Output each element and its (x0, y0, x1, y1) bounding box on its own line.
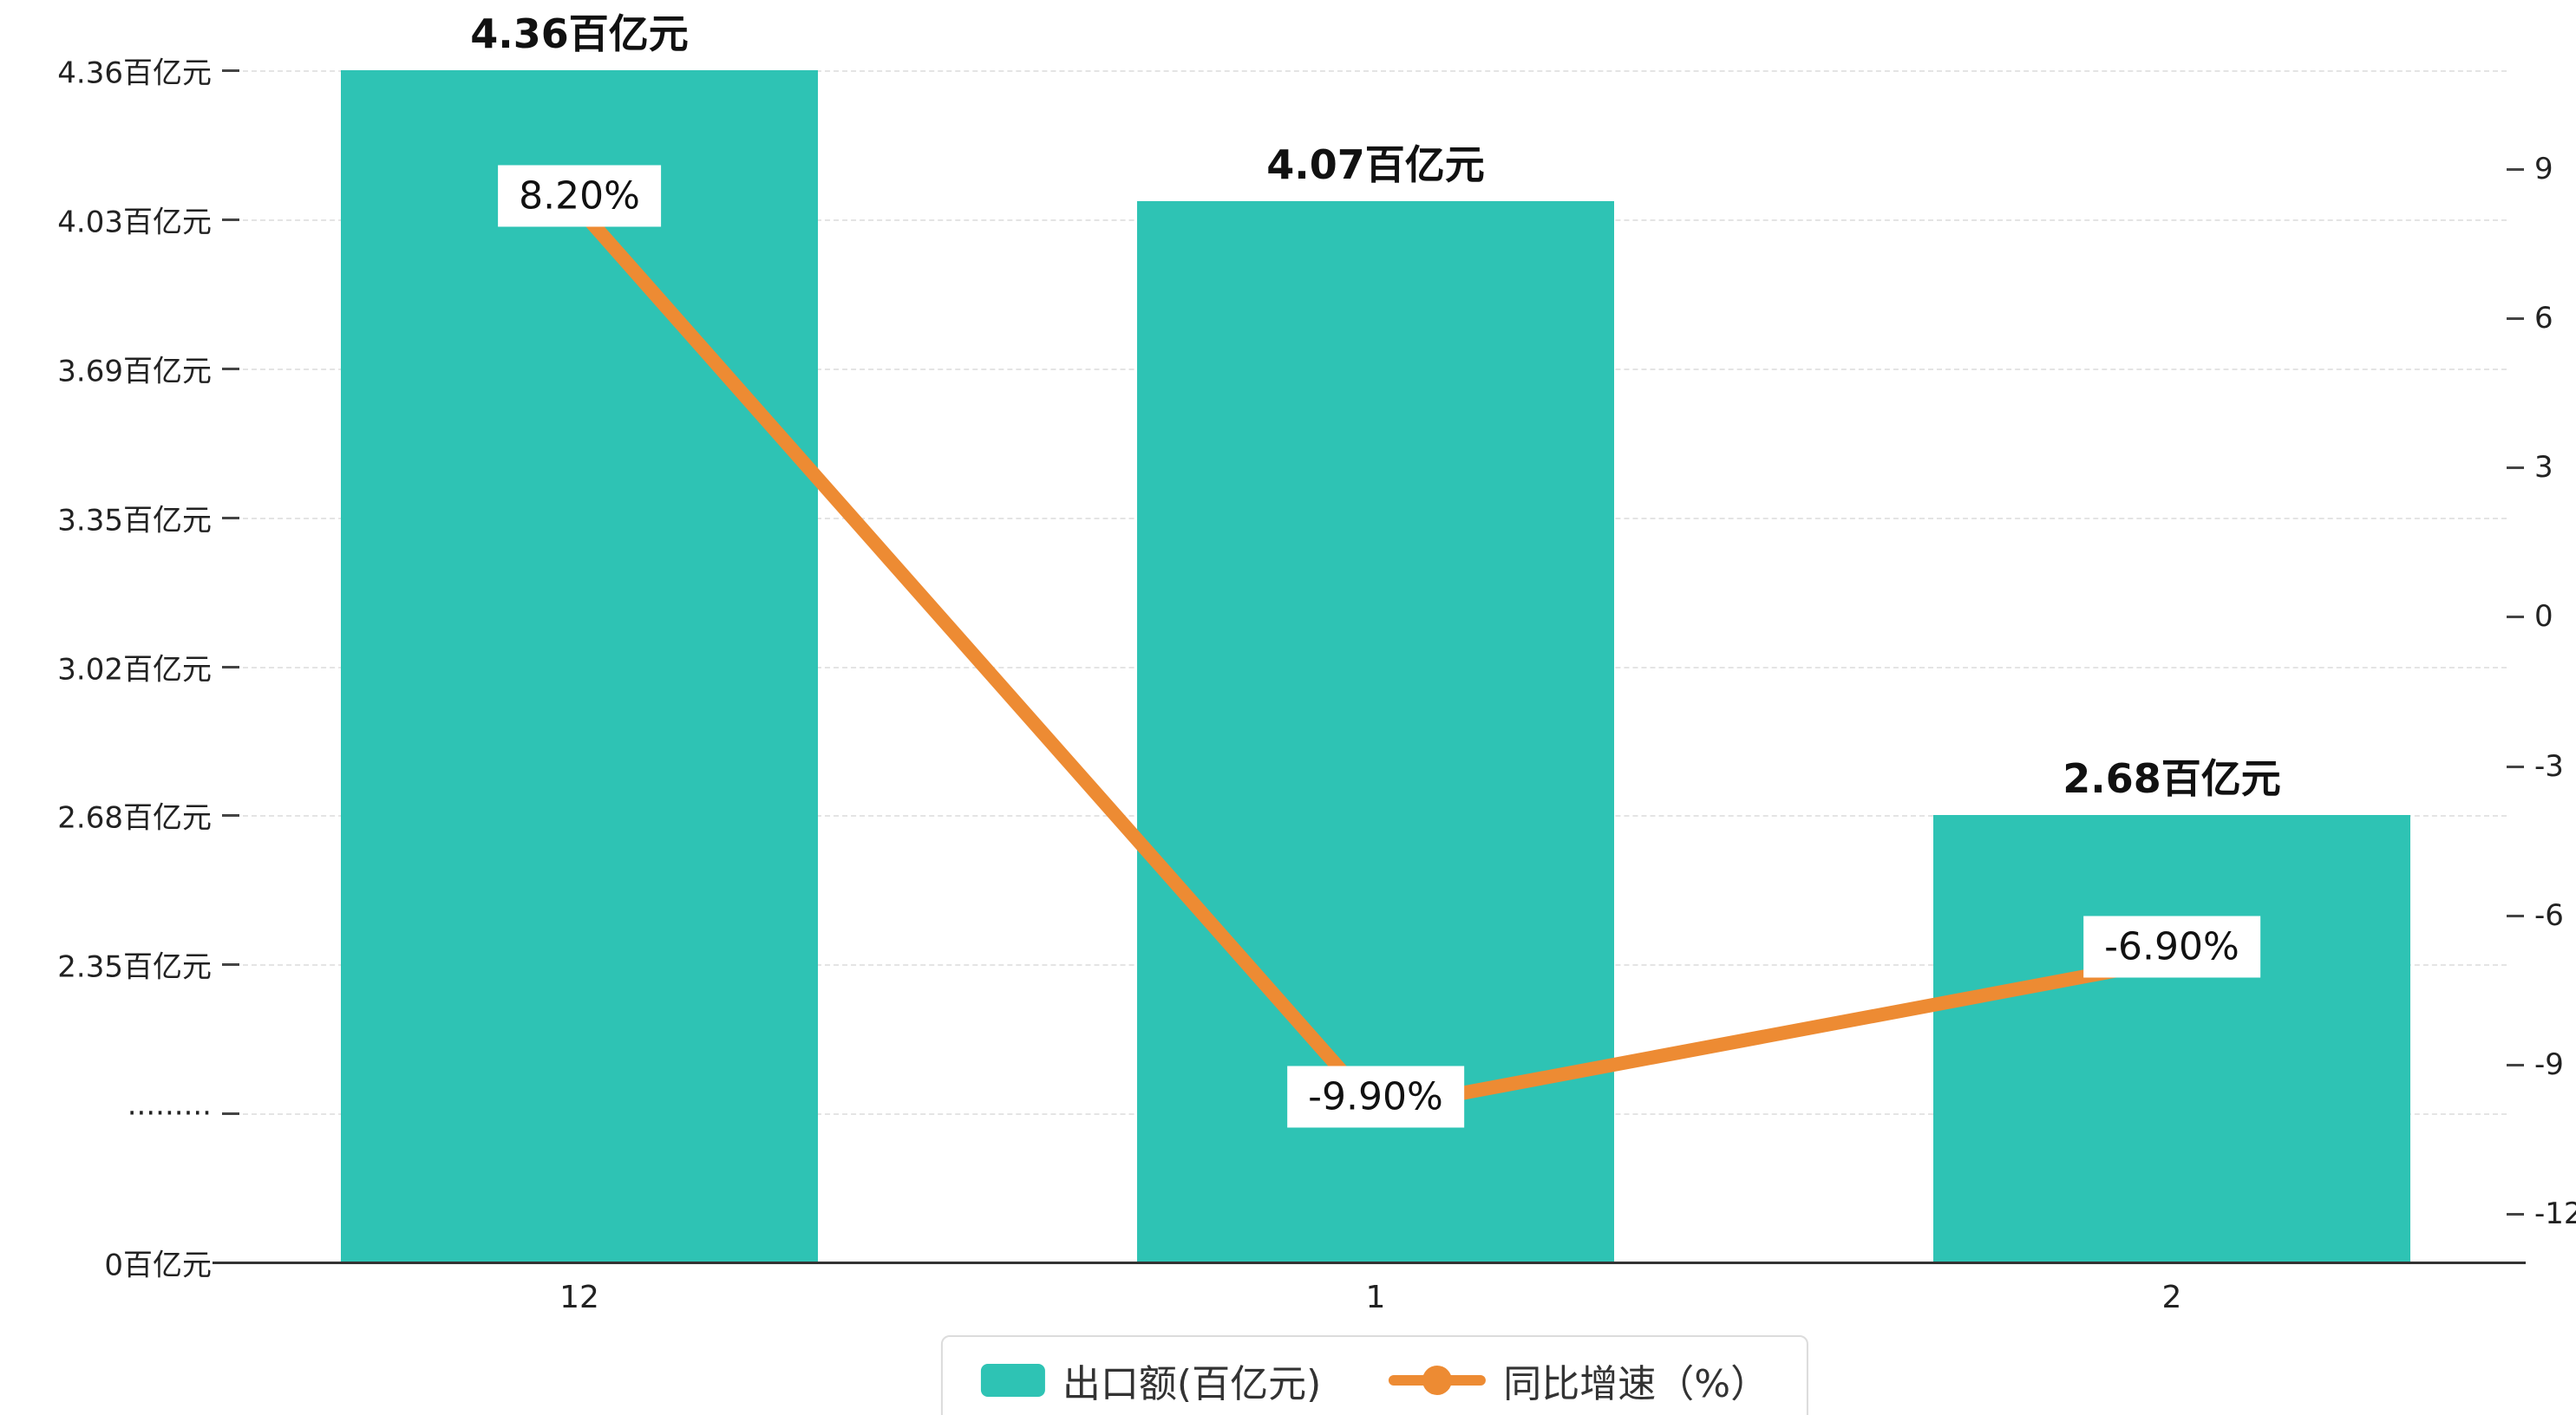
right-axis-tick (2507, 765, 2524, 768)
line-value-label: 8.20% (498, 165, 661, 227)
right-axis-tick-label: 0 (2534, 599, 2553, 635)
left-axis-tick (222, 69, 239, 72)
left-axis-tick-label: ········· (127, 1096, 212, 1131)
left-axis-tick (222, 516, 239, 519)
x-axis-label: 12 (559, 1280, 599, 1315)
left-axis-tick-label: 3.35百亿元 (57, 503, 212, 538)
legend: 出口额(百亿元) 同比增速（%） (940, 1335, 1809, 1415)
legend-item-growth-rate[interactable]: 同比增速（%） (1389, 1353, 1769, 1408)
left-axis-tick (222, 218, 239, 221)
left-axis-tick-label: 3.69百亿元 (57, 354, 212, 389)
right-axis-tick-label: 9 (2534, 152, 2553, 186)
right-axis-tick-label: -12 (2534, 1197, 2576, 1231)
right-axis-tick-label: -3 (2534, 748, 2564, 784)
right-axis-tick-label: -9 (2534, 1047, 2564, 1082)
left-axis-tick-label: 2.35百亿元 (57, 949, 212, 985)
right-axis-tick (2507, 914, 2524, 917)
legend-item-export-amount[interactable]: 出口额(百亿元) (980, 1353, 1322, 1408)
left-axis-tick-label: 0百亿元 (104, 1248, 212, 1283)
left-axis-tick (222, 814, 239, 818)
bar-2 (1933, 815, 2410, 1262)
left-axis-tick-label: 2.68百亿元 (57, 800, 212, 836)
right-axis-tick-label: 6 (2534, 301, 2553, 336)
left-axis-tick-label: 3.02百亿元 (57, 652, 212, 687)
left-axis-tick-label: 4.36百亿元 (57, 55, 212, 91)
gridline (243, 70, 2507, 72)
legend-label-growth-rate: 同比增速（%） (1503, 1362, 1769, 1406)
right-axis-tick-label: -6 (2534, 897, 2564, 933)
x-axis-label: 2 (2161, 1280, 2182, 1315)
left-axis-tick (222, 367, 239, 370)
bar-value-label: 4.07百亿元 (1266, 141, 1485, 189)
bar-value-label: 4.36百亿元 (470, 10, 689, 57)
bar-swatch-icon (980, 1364, 1045, 1397)
right-axis-tick (2507, 317, 2524, 321)
right-axis-tick (2507, 1063, 2524, 1066)
bar-12 (341, 70, 818, 1262)
x-axis-label: 1 (1365, 1280, 1386, 1315)
legend-label-export-amount: 出口额(百亿元) (1062, 1362, 1322, 1406)
right-axis-tick (2507, 466, 2524, 470)
left-axis-tick-label: 4.03百亿元 (57, 205, 212, 240)
bar-value-label: 2.68百亿元 (2063, 755, 2281, 803)
right-axis-tick (2507, 1213, 2524, 1216)
x-axis-line (212, 1262, 2526, 1264)
right-axis-tick (2507, 168, 2524, 171)
left-axis-tick (222, 1112, 239, 1116)
line-value-label: -6.90% (2083, 916, 2260, 978)
left-axis-tick (222, 665, 239, 668)
line-dot-icon (1389, 1366, 1487, 1395)
left-axis-tick (222, 963, 239, 967)
right-axis-tick (2507, 616, 2524, 619)
line-value-label: -9.90% (1287, 1066, 1464, 1127)
right-axis-tick-label: 3 (2534, 450, 2553, 486)
